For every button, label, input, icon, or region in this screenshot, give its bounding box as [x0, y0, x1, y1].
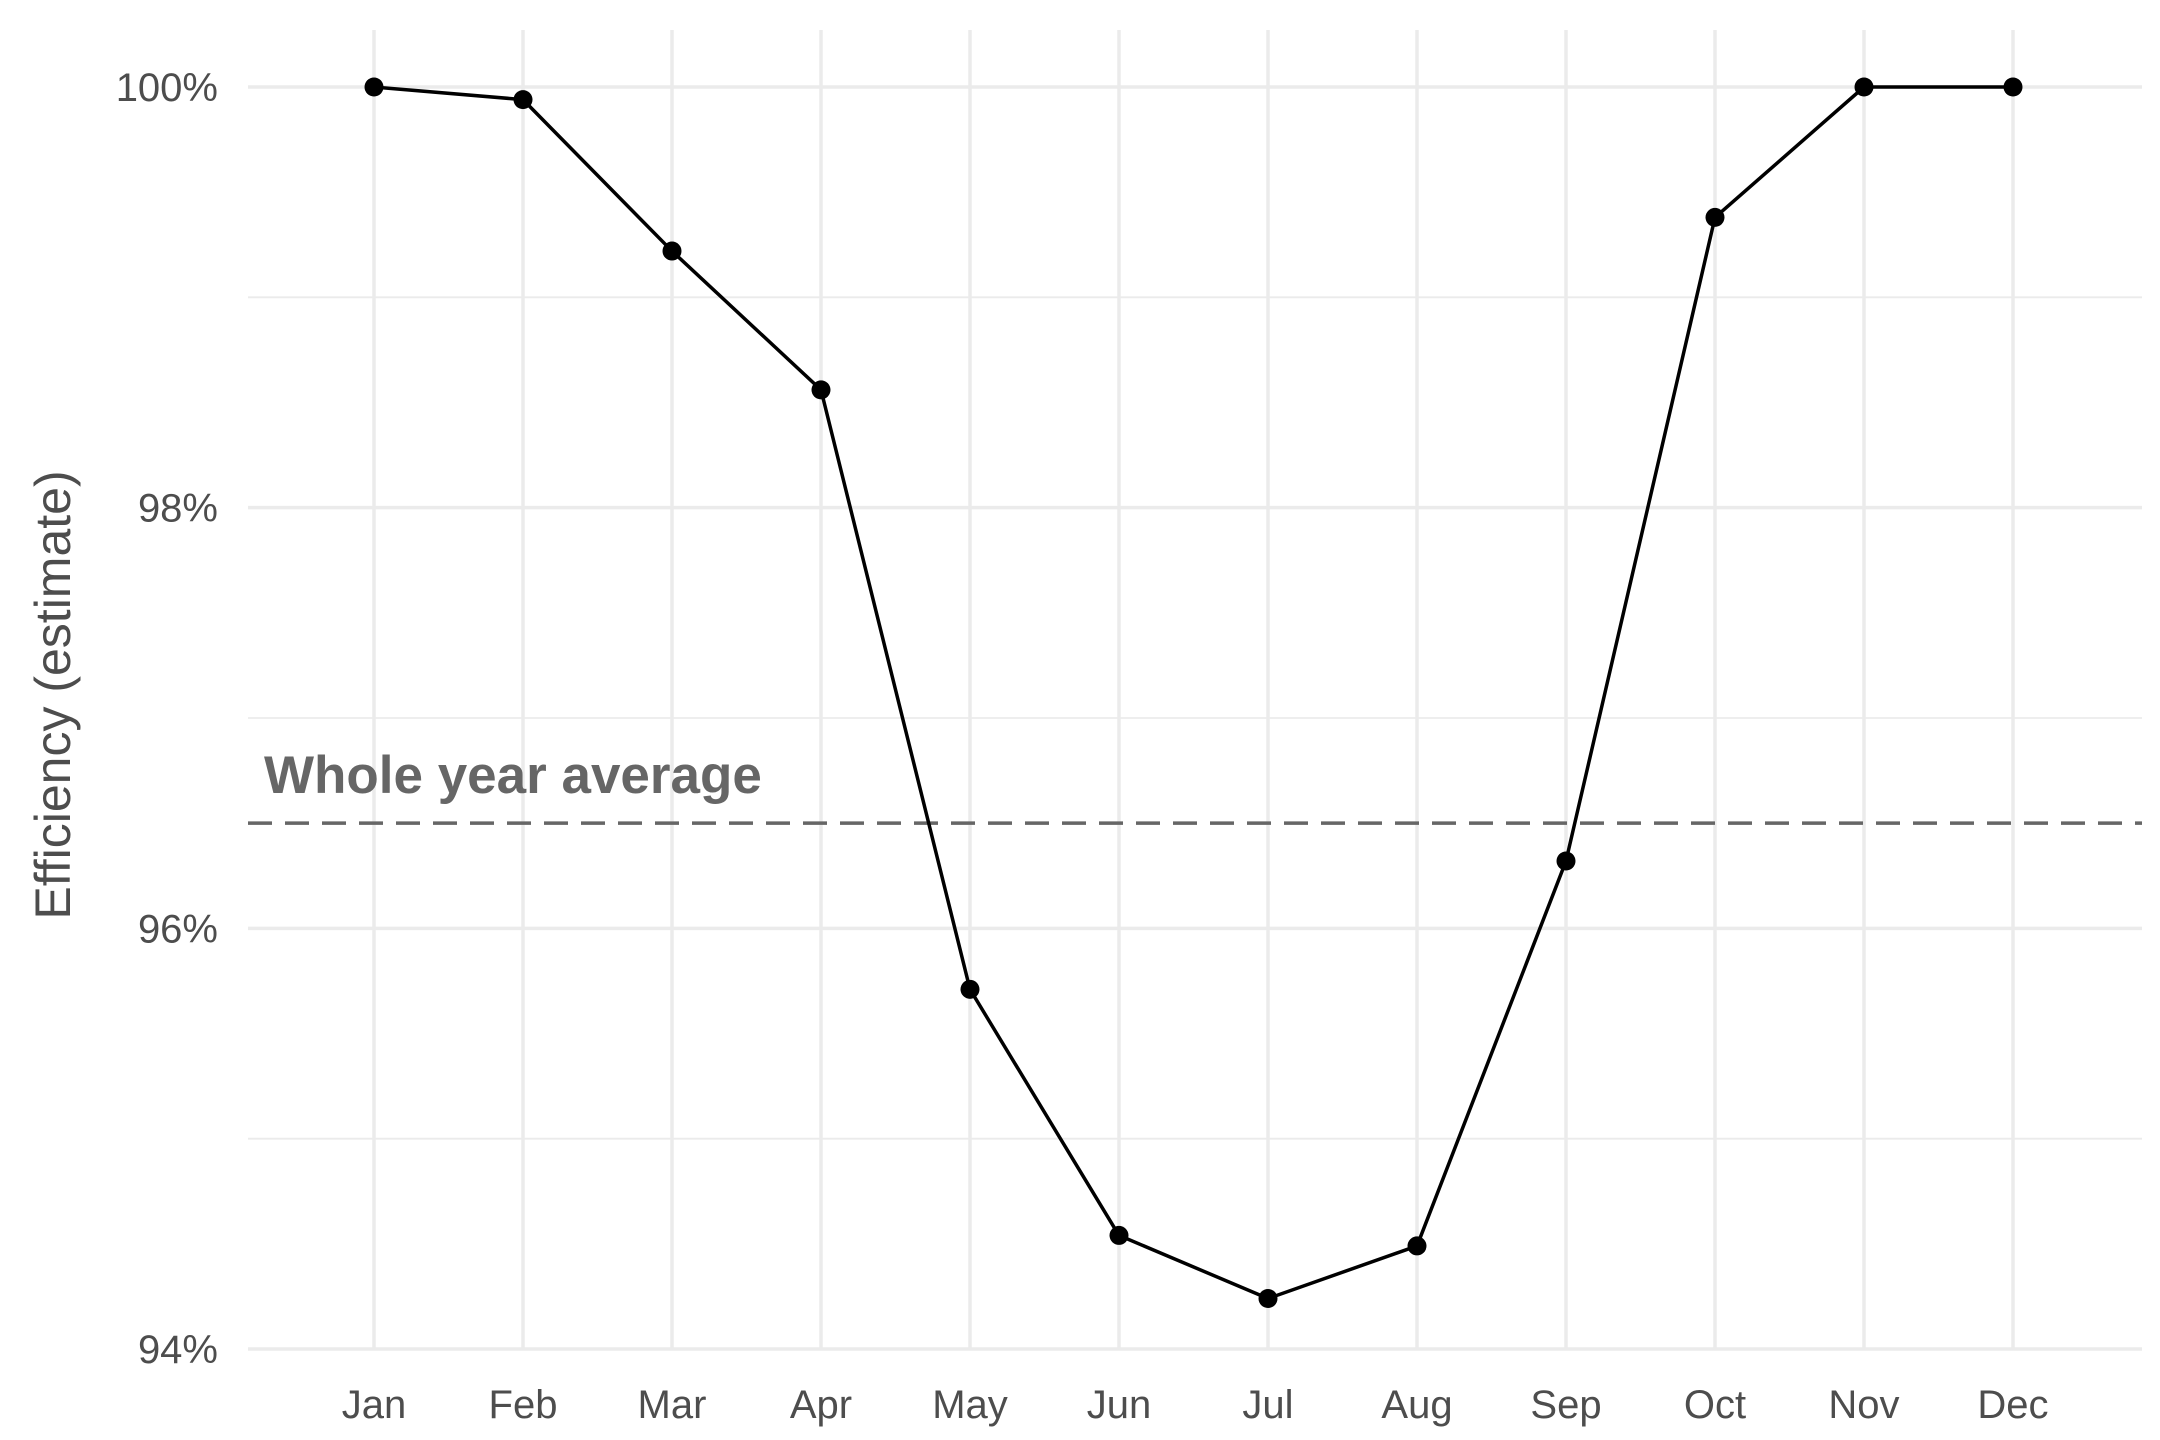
data-point — [1556, 851, 1576, 871]
data-point — [811, 380, 831, 400]
axis-labels-layer: Efficiency (estimate) — [25, 470, 81, 919]
data-point — [1407, 1236, 1427, 1256]
reference-line-layer: Whole year average — [248, 746, 2142, 825]
data-point — [1258, 1289, 1278, 1309]
x-tick-label: Nov — [1828, 1383, 1899, 1427]
x-tick-label: Dec — [1977, 1383, 2048, 1427]
x-tick-label: Jan — [342, 1383, 407, 1427]
x-tick-label: Jun — [1087, 1383, 1152, 1427]
data-point — [364, 77, 384, 97]
x-tick-label: Mar — [638, 1383, 707, 1427]
data-point — [2003, 77, 2023, 97]
data-point — [1705, 207, 1725, 227]
y-tick-label: 100% — [116, 66, 218, 110]
data-point — [513, 90, 533, 110]
x-tick-label: Apr — [790, 1383, 852, 1427]
x-tick-label: Aug — [1381, 1383, 1452, 1427]
data-point — [1109, 1225, 1129, 1245]
x-tick-label: Feb — [489, 1383, 558, 1427]
grid-layer: 94% 96% 98% 100% Jan Feb Mar Apr May Jun Jul Aug Sep… — [116, 30, 2142, 1427]
data-point — [1854, 77, 1874, 97]
y-tick-label: 94% — [138, 1328, 218, 1372]
x-tick-label: Oct — [1684, 1383, 1746, 1427]
y-tick-label: 98% — [138, 487, 218, 531]
y-tick-label: 96% — [138, 907, 218, 951]
series-line — [373, 85, 2013, 1301]
y-axis-title: Efficiency (estimate) — [25, 470, 81, 919]
average-reference-label: Whole year average — [264, 746, 762, 805]
data-point — [662, 241, 682, 261]
x-tick-label: Jul — [1242, 1383, 1293, 1427]
x-tick-label: Sep — [1530, 1383, 1601, 1427]
series-layer — [364, 77, 2023, 1309]
x-tick-label: May — [932, 1383, 1008, 1427]
data-point — [960, 979, 980, 999]
